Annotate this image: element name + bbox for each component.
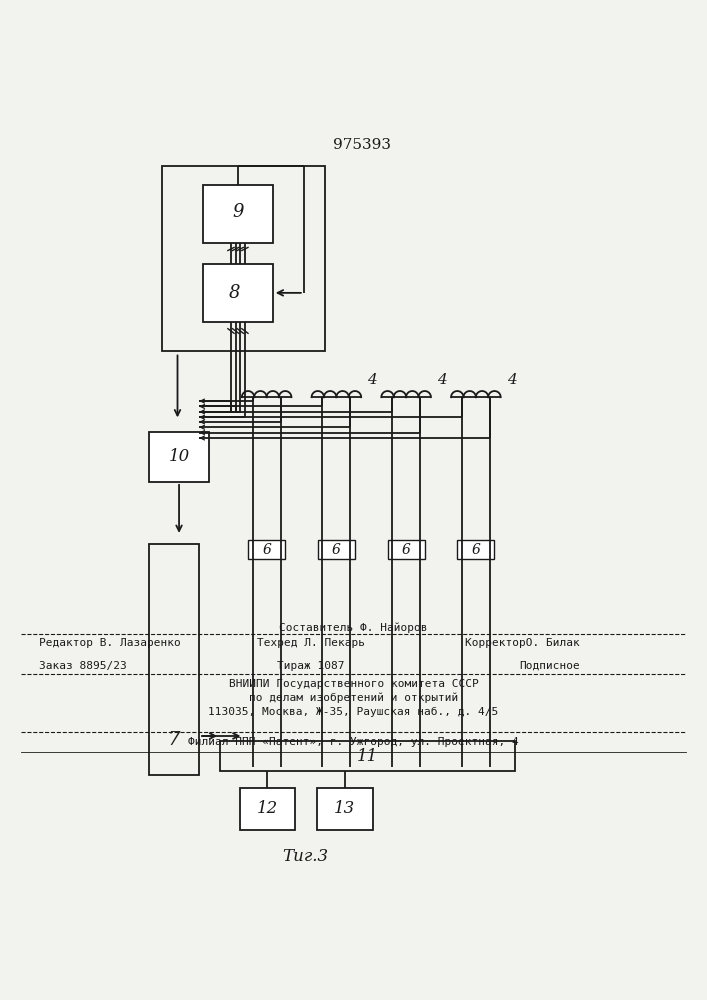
Text: Тираж 1087: Тираж 1087 <box>277 661 345 671</box>
Text: Техред Л. Пекарь: Техред Л. Пекарь <box>257 638 365 648</box>
Text: Филиал ППП «Патент», г. Ужгород, ул. Проектная, 4: Филиал ППП «Патент», г. Ужгород, ул. Про… <box>188 737 519 747</box>
Bar <box>149 432 209 482</box>
Text: 7: 7 <box>168 731 180 749</box>
Text: 13: 13 <box>334 800 356 817</box>
Bar <box>162 166 325 351</box>
Text: Подписное: Подписное <box>519 661 580 671</box>
Text: КорректорО. Билак: КорректорО. Билак <box>465 638 580 648</box>
Text: 6: 6 <box>332 543 341 557</box>
Bar <box>203 185 273 243</box>
Text: 12: 12 <box>257 800 278 817</box>
Text: 4: 4 <box>437 373 447 387</box>
Text: Τиг.3: Τиг.3 <box>282 848 329 865</box>
Text: 975393: 975393 <box>333 138 391 152</box>
Text: 9: 9 <box>232 203 244 221</box>
Text: 6: 6 <box>262 543 271 557</box>
Text: 4: 4 <box>367 373 377 387</box>
Text: Составитель Ф. Найоров: Составитель Ф. Найоров <box>279 623 428 633</box>
Bar <box>203 264 273 322</box>
Text: 4: 4 <box>507 373 516 387</box>
Bar <box>240 788 296 830</box>
Text: 8: 8 <box>228 284 240 302</box>
Bar <box>149 544 199 774</box>
Text: Редактор В. Лазаренко: Редактор В. Лазаренко <box>39 638 180 648</box>
Text: 11: 11 <box>357 748 378 765</box>
Bar <box>317 788 373 830</box>
Text: 10: 10 <box>168 448 189 465</box>
Text: 6: 6 <box>472 543 480 557</box>
Text: по делам изобретений и открытий: по делам изобретений и открытий <box>249 693 458 703</box>
Bar <box>317 540 355 559</box>
Text: 113035, Москва, Ж-35, Раушская наб., д. 4/5: 113035, Москва, Ж-35, Раушская наб., д. … <box>209 707 498 717</box>
Text: Заказ 8895/23: Заказ 8895/23 <box>39 661 127 671</box>
Text: ВНИИПИ Государственного комитета СССР: ВНИИПИ Государственного комитета СССР <box>228 679 479 689</box>
Bar <box>220 741 515 771</box>
Bar <box>248 540 285 559</box>
Bar <box>387 540 425 559</box>
Text: 6: 6 <box>402 543 411 557</box>
Bar <box>457 540 494 559</box>
